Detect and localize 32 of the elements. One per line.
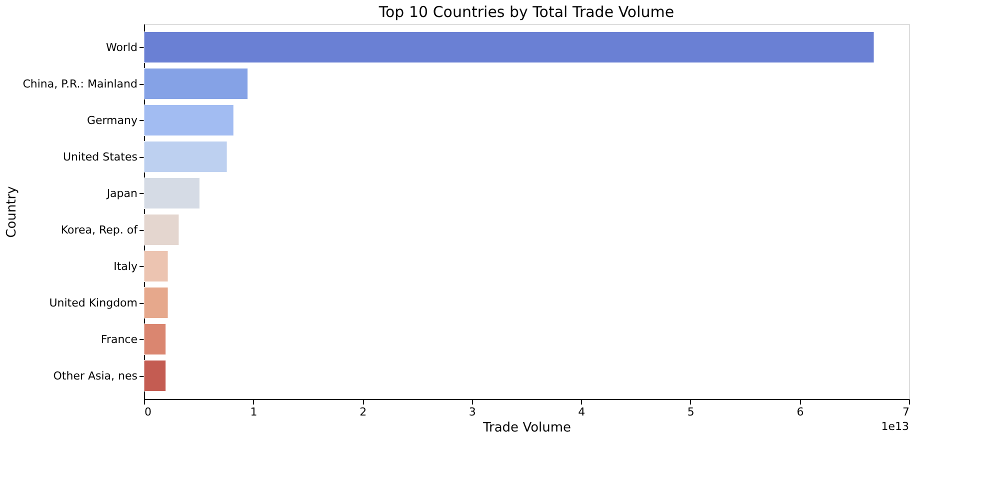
- y-tick-label: Italy: [114, 260, 138, 273]
- x-tick-label: 6: [796, 406, 804, 418]
- x-tick-label: 5: [687, 406, 694, 418]
- bar: [144, 68, 248, 100]
- y-tick-label: World: [106, 40, 138, 54]
- bar: [144, 214, 180, 246]
- bar: [144, 360, 166, 392]
- x-tick-label: 4: [578, 406, 586, 418]
- bar: [144, 104, 234, 136]
- x-axis-title: Trade Volume: [482, 420, 572, 436]
- y-tick-label: China, P.R.: Mainland: [22, 77, 138, 90]
- y-axis-title: Country: [4, 186, 20, 238]
- x-tick-label: 0: [144, 406, 152, 418]
- x-tick-label: 2: [360, 406, 367, 418]
- x-tick-label: 3: [468, 406, 476, 418]
- y-tick-label: France: [100, 332, 138, 346]
- y-tick-label: Japan: [106, 186, 138, 200]
- x-tick-label: 1: [250, 406, 258, 418]
- bar: [144, 287, 168, 318]
- x-tick-label: 7: [902, 406, 910, 418]
- y-tick-label: Germany: [86, 114, 138, 127]
- bar: [144, 141, 228, 172]
- y-tick-label: United States: [63, 150, 138, 164]
- bar: [144, 250, 168, 282]
- y-tick-label: United Kingdom: [49, 296, 138, 310]
- text: 1e13: [881, 420, 909, 433]
- bar: [144, 32, 874, 63]
- chart-title: Top 10 Countries by Total Trade Volume: [378, 3, 674, 21]
- y-tick-label: Other Asia, nes: [53, 369, 138, 382]
- bar: [144, 178, 200, 209]
- y-tick-label: Korea, Rep. of: [60, 223, 139, 236]
- bar: [144, 324, 166, 355]
